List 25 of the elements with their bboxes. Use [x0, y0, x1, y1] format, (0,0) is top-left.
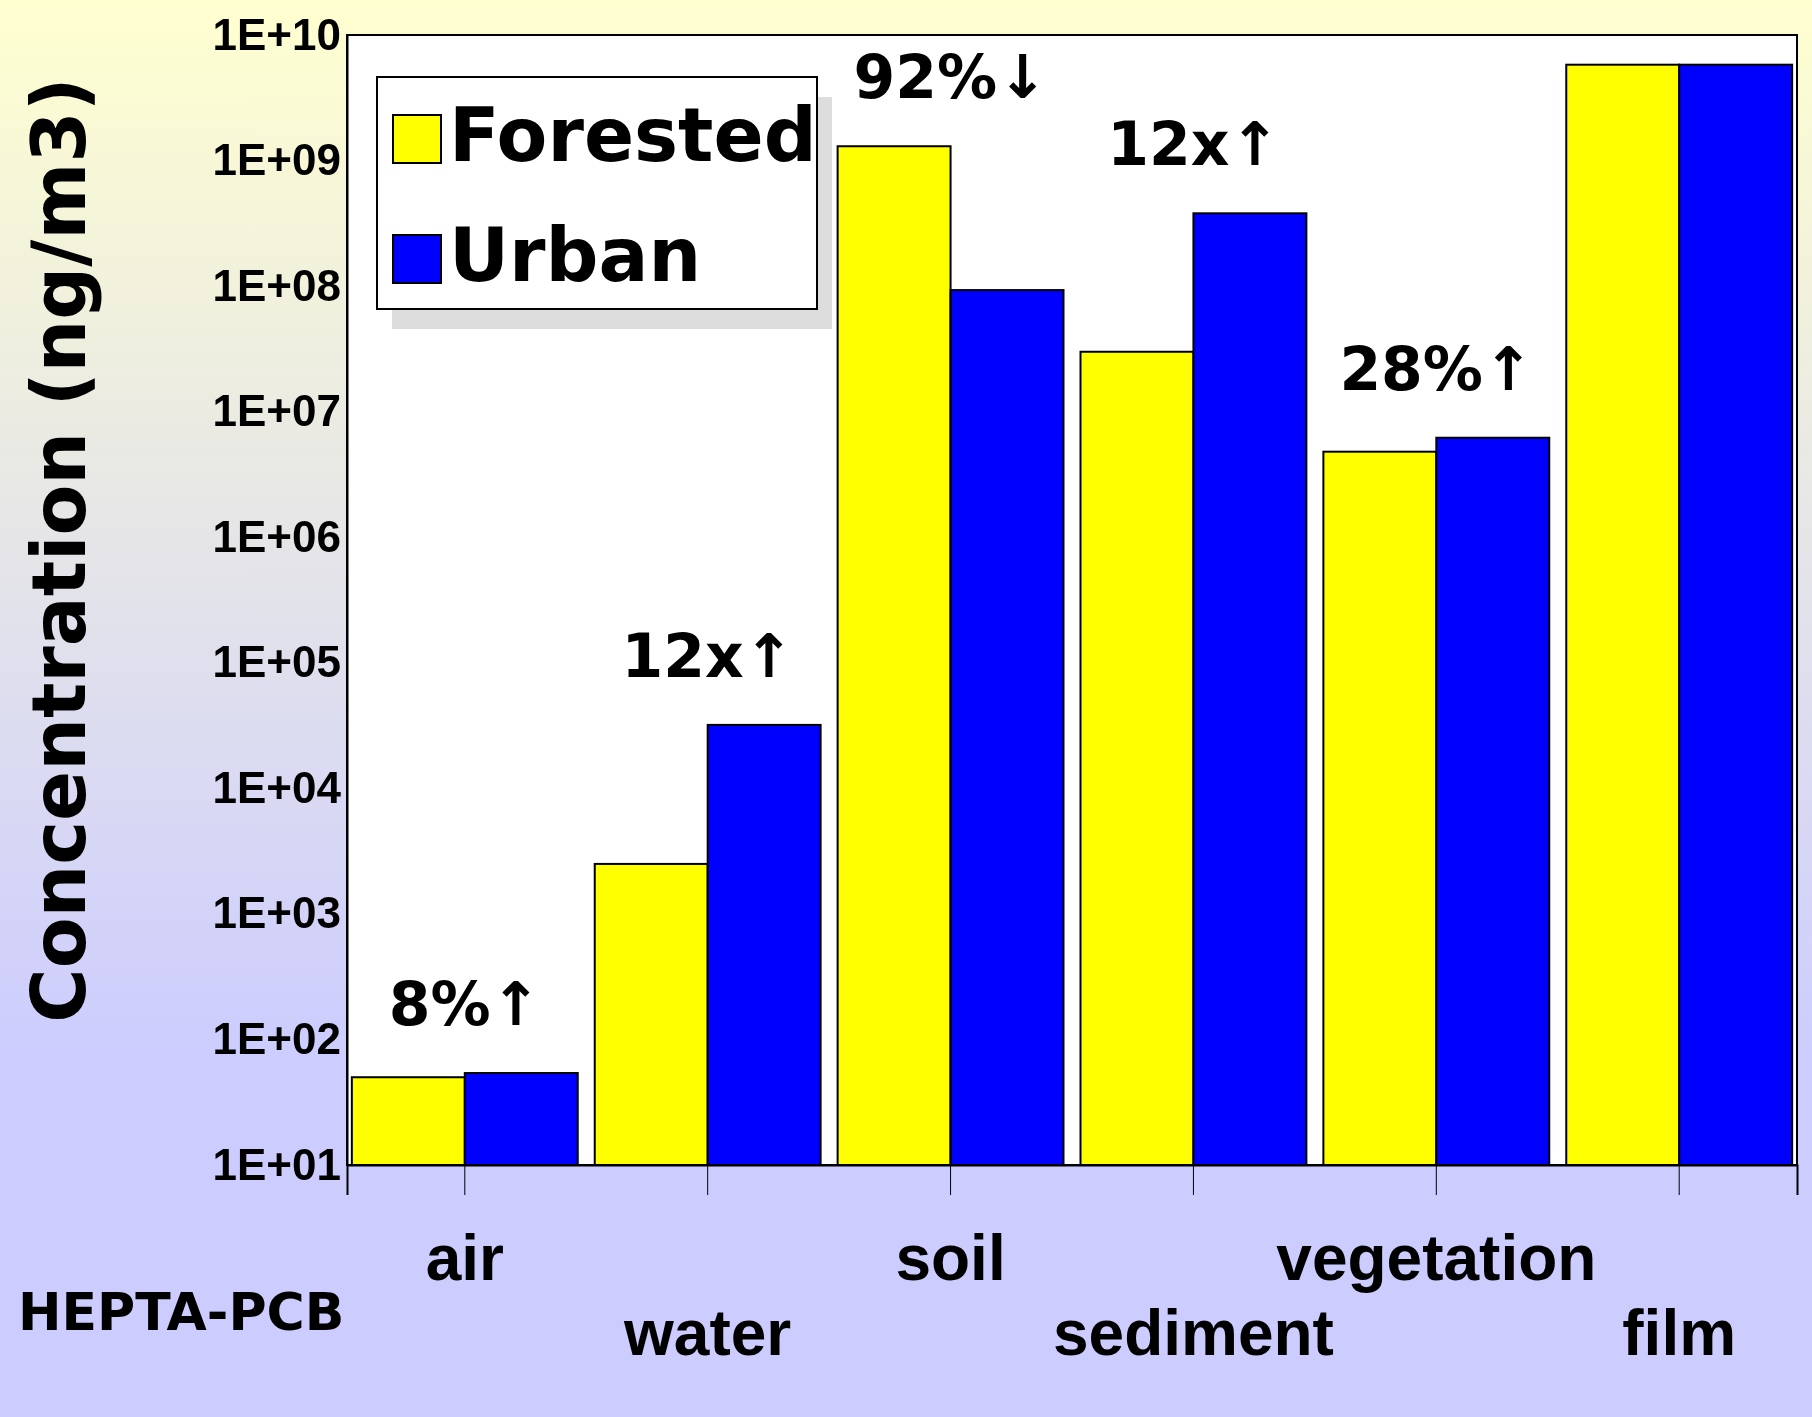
- legend-label: Urban: [449, 212, 702, 298]
- y-tick-label: 1E+08: [212, 260, 341, 310]
- x-tick-label: film: [1622, 1297, 1737, 1369]
- y-tick-label: 1E+09: [212, 135, 341, 185]
- y-tick-label: 1E+02: [212, 1014, 341, 1064]
- y-tick-label: 1E+04: [212, 762, 342, 812]
- y-tick-label: 1E+03: [212, 888, 341, 938]
- x-tick-label: water: [623, 1297, 792, 1369]
- text: HEPTA-PCB: [18, 1282, 345, 1342]
- annotation: 12x↑: [1107, 109, 1280, 180]
- annotation: 28%↑: [1339, 333, 1534, 404]
- annotation: 8%↑: [388, 969, 541, 1040]
- annotation: 12x↑: [621, 620, 794, 691]
- y-tick-label: 1E+06: [212, 511, 341, 561]
- y-tick-label: 1E+01: [212, 1139, 341, 1189]
- legend-label: Forested: [449, 92, 817, 178]
- x-tick-label: air: [425, 1222, 504, 1294]
- annotation: 92%↓: [853, 42, 1048, 113]
- y-tick-label: 1E+07: [212, 386, 341, 436]
- y-axis-title: Concentration (ng/m3): [16, 77, 102, 1023]
- y-tick-label: 1E+10: [212, 9, 341, 59]
- x-tick-label: sediment: [1052, 1297, 1334, 1369]
- y-tick-label: 1E+05: [212, 637, 341, 687]
- x-tick-label: vegetation: [1276, 1222, 1597, 1294]
- x-tick-label: soil: [895, 1222, 1006, 1294]
